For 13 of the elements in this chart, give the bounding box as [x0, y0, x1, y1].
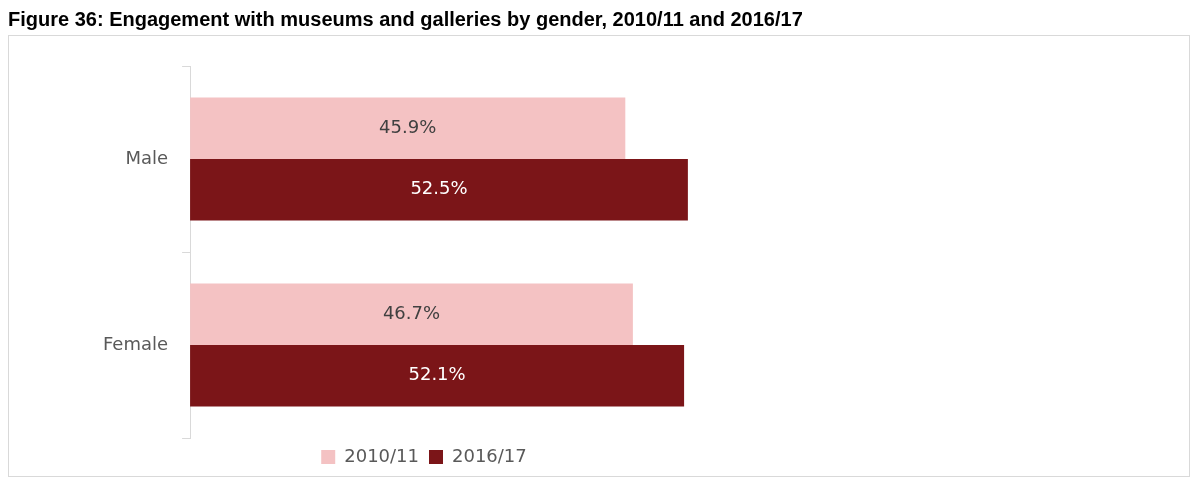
- bar: [190, 345, 685, 407]
- bar: [190, 159, 688, 221]
- bar: [190, 97, 626, 159]
- chart-title: Figure 36: Engagement with museums and galleries by gender, 2010/11 and 2016/17: [8, 8, 804, 31]
- bar: [190, 283, 633, 345]
- legend-label: 2016/17: [452, 444, 527, 466]
- data-label: 52.1%: [408, 363, 466, 385]
- legend-label: 2010/11: [344, 444, 419, 466]
- data-label: 45.9%: [379, 115, 437, 137]
- data-label: 46.7%: [382, 301, 441, 323]
- y-tick-label: Female: [102, 332, 169, 354]
- data-label: 52.5%: [410, 177, 468, 199]
- y-tick-label: Male: [125, 146, 169, 168]
